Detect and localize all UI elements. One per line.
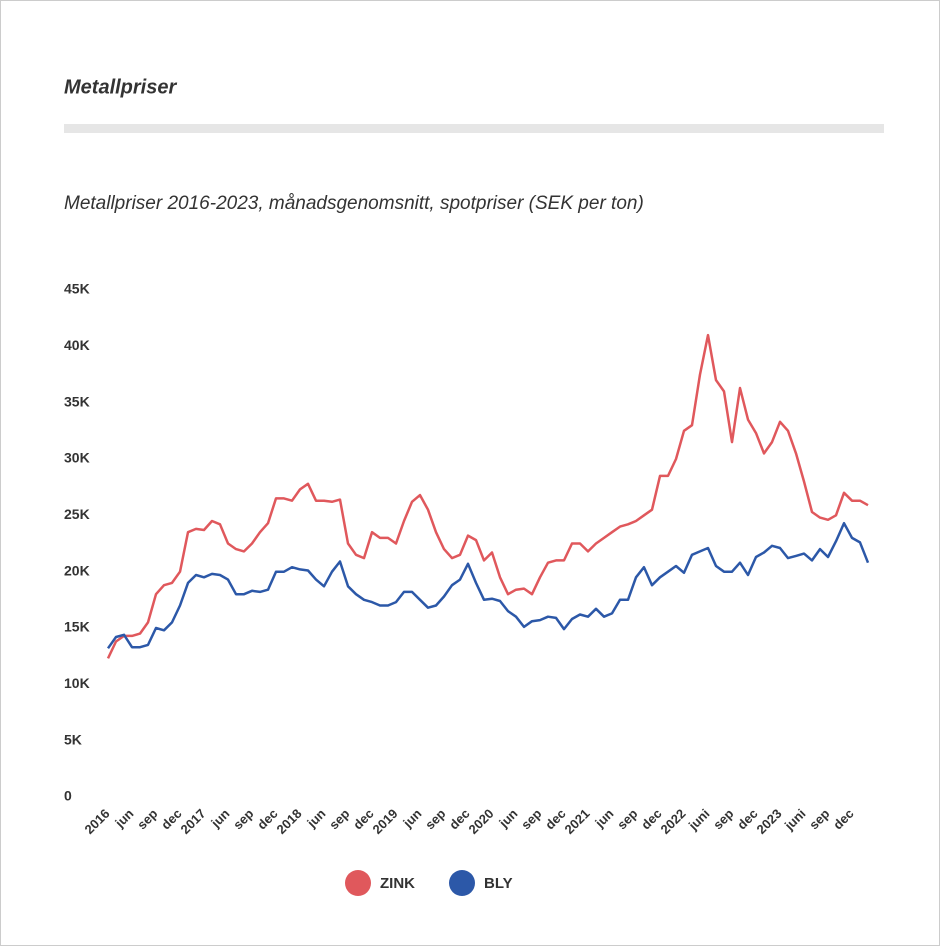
series-line bbox=[106, 333, 869, 659]
divider bbox=[64, 124, 884, 133]
y-tick-label: 10K bbox=[64, 675, 90, 691]
y-tick-label: 30K bbox=[64, 450, 90, 466]
legend-swatch[interactable] bbox=[345, 870, 371, 896]
y-tick-label: 35K bbox=[64, 393, 90, 409]
legend-label[interactable]: BLY bbox=[484, 875, 513, 892]
y-tick-label: 25K bbox=[64, 506, 90, 522]
chart-title: Metallpriser 2016-2023, månadsgenomsnitt… bbox=[64, 193, 644, 214]
legend-swatch[interactable] bbox=[449, 870, 475, 896]
legend-label[interactable]: ZINK bbox=[380, 875, 415, 892]
y-tick-label: 20K bbox=[64, 562, 90, 578]
y-tick-label: 40K bbox=[64, 337, 90, 353]
y-tick-label: 5K bbox=[64, 731, 82, 747]
series-line bbox=[106, 521, 870, 650]
y-tick-label: 0 bbox=[64, 788, 72, 804]
y-tick-label: 45K bbox=[64, 281, 90, 297]
y-tick-label: 15K bbox=[64, 619, 90, 635]
section-title: Metallpriser bbox=[64, 76, 177, 98]
